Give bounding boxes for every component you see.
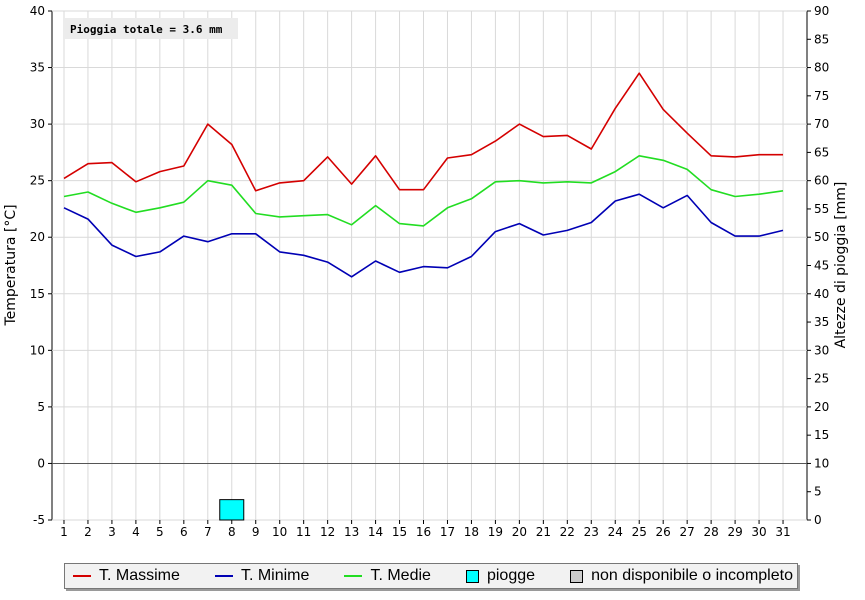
y2-tick-label: 70 [814,117,829,131]
x-tick-label: 24 [608,525,623,539]
x-tick-label: 23 [584,525,599,539]
plot-area [51,10,808,521]
legend-swatch-na [570,569,584,583]
legend-swatch-mean [344,575,363,577]
x-tick-label: 29 [727,525,742,539]
y2-tick-label: 80 [814,61,829,75]
y2-axis-title: Altezze di pioggia [mm] [833,182,849,349]
series-line-3 [63,155,784,227]
x-tick-label: 2 [84,525,92,539]
x-tick-label: 28 [703,525,718,539]
x-tick-label: 5 [156,525,164,539]
x-tick-label: 16 [416,525,431,539]
y-axis-right: 0 5 10 15 20 25 30 35 40 45 50 55 60 65 70 75 80 85 90 [807,4,829,527]
x-tick-label: 26 [656,525,671,539]
x-tick-label: 3 [108,525,116,539]
x-tick-label: 21 [536,525,551,539]
x-tick-label: 22 [560,525,575,539]
y2-tick-label: 85 [814,32,829,46]
legend-label-max: T. Massime [99,567,180,584]
rain-total-label: Pioggia totale = 3.6 mm [70,23,223,36]
y-tick-label: 20 [30,230,45,244]
y-tick-label: 0 [37,456,45,470]
x-tick-label: 19 [488,525,503,539]
y2-tick-label: 55 [814,202,829,216]
x-tick-label: 15 [392,525,407,539]
y2-tick-label: 30 [814,343,829,357]
series-line-1 [63,72,783,192]
legend-item-min: T. Minime [214,567,310,585]
x-tick-label: 31 [775,525,790,539]
y2-tick-label: 0 [814,513,822,527]
temperature-lines [63,72,784,278]
x-tick-label: 30 [751,525,766,539]
rain-bar [219,499,245,521]
x-tick-label: 12 [320,525,335,539]
x-tick-label: 13 [344,525,359,539]
y2-tick-label: 25 [814,372,829,386]
x-tick-label: 7 [204,525,212,539]
x-tick-label: 20 [512,525,527,539]
legend-item-mean: T. Medie [344,567,431,585]
legend-swatch-max [73,575,91,577]
y2-tick-label: 45 [814,259,829,273]
y2-tick-label: 60 [814,174,829,188]
y2-tick-label: 75 [814,89,829,103]
x-tick-label: 8 [228,525,236,539]
x-tick-label: 18 [464,525,479,539]
legend-item-max: T. Massime [73,567,180,585]
x-tick-label: 27 [680,525,695,539]
y-axis-title: Temperatura [°C] [3,204,19,326]
rain-bars [219,499,245,521]
gridlines [52,10,807,521]
legend-swatch-rain [465,569,479,583]
x-tick-label: 17 [440,525,455,539]
y-tick-label: 15 [30,287,45,301]
y2-tick-label: 10 [814,456,829,470]
x-axis: 1 2 3 4 5 6 7 8 9 10 11 12 13 14 15 16 17 18 19 20 21 22 23 24 2… [60,520,791,539]
x-tick-label: 11 [296,525,311,539]
y-axis-left: -5 0 5 10 15 20 25 30 35 40 [30,4,52,527]
y-tick-label: 10 [30,343,45,357]
y2-tick-label: 50 [814,230,829,244]
y2-tick-label: 90 [814,4,829,18]
series-line-2 [63,193,784,278]
y2-tick-label: 5 [814,485,822,499]
y2-tick-label: 65 [814,145,829,159]
x-tick-label: 6 [180,525,188,539]
legend-label-mean: T. Medie [370,567,431,584]
y-tick-label: 30 [30,117,45,131]
y-tick-label: 35 [30,61,45,75]
y-tick-label: 25 [30,174,45,188]
y2-tick-label: 15 [814,428,829,442]
x-tick-label: 25 [632,525,647,539]
legend-label-na: non disponibile o incompleto [591,567,793,584]
legend: T. Massime T. Minime T. Medie piogge non… [64,563,798,589]
y2-tick-label: 40 [814,287,829,301]
x-tick-label: 9 [252,525,260,539]
legend-swatch-min [214,575,233,577]
y-tick-label: -5 [33,513,45,527]
legend-label-min: T. Minime [240,567,310,584]
x-tick-label: 4 [132,525,140,539]
y2-tick-label: 20 [814,400,829,414]
rain-total-box [65,18,238,39]
x-tick-label: 14 [368,525,383,539]
y-tick-label: 40 [30,4,45,18]
y-tick-label: 5 [37,400,45,414]
legend-item-rain: piogge [465,567,536,585]
y2-tick-label: 35 [814,315,829,329]
legend-label-rain: piogge [486,567,536,584]
legend-item-na: non disponibile o incompleto [570,567,793,585]
x-tick-label: 1 [60,525,68,539]
x-tick-label: 10 [272,525,287,539]
